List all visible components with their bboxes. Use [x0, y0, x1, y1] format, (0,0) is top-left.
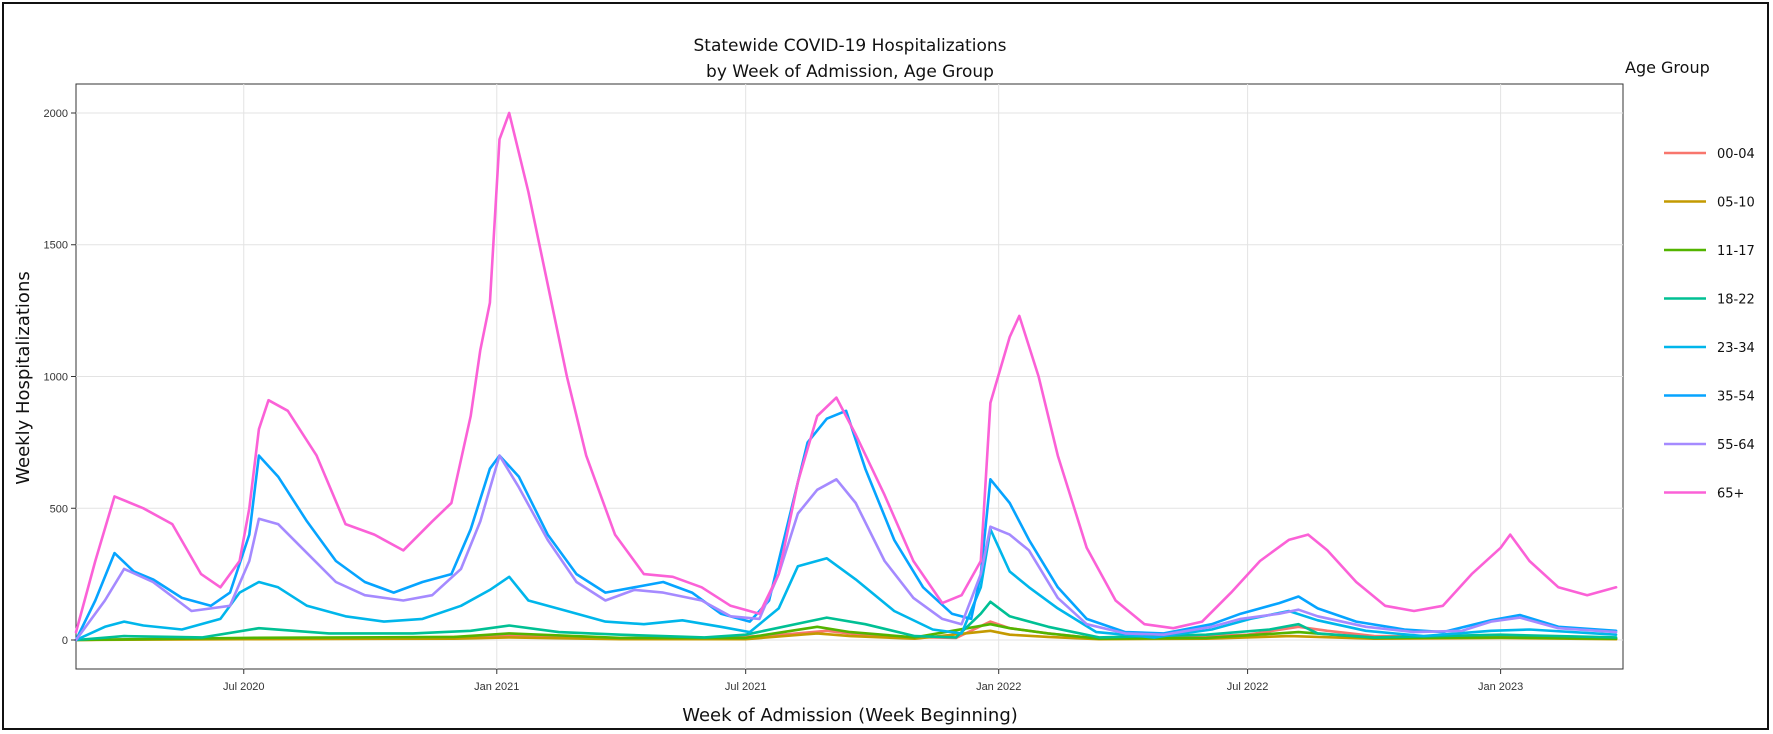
legend-label-55-64: 55-64	[1717, 438, 1755, 453]
legend-label-18-22: 18-22	[1717, 293, 1755, 308]
legend-label-65+: 65+	[1717, 487, 1744, 502]
x-tick-label: Jul 2020	[223, 681, 265, 693]
series-line-18-22	[74, 600, 1618, 642]
series-layer	[74, 111, 1618, 642]
y-axis-ticks: 0 500 1000 1500 2000	[44, 108, 76, 647]
x-tick-label: Jan 2023	[1478, 681, 1523, 693]
y-tick-label: 2000	[44, 108, 68, 120]
x-tick-label: Jul 2022	[1227, 681, 1269, 693]
y-tick-label: 0	[62, 635, 68, 647]
legend-title: Age Group	[1625, 58, 1710, 77]
legend-label-35-54: 35-54	[1717, 390, 1755, 405]
y-tick-label: 1000	[44, 372, 68, 384]
series-line-00-04	[74, 620, 1618, 642]
series-line-05-10	[74, 629, 1618, 642]
series-line-55-64	[74, 454, 1618, 642]
x-axis-ticks: Jul 2020 Jan 2021 Jul 2021 Jan 2022 Jul 2022…	[223, 669, 1523, 693]
grid	[76, 84, 1623, 669]
series-line-11-17	[74, 622, 1618, 642]
legend-label-05-10: 05-10	[1717, 196, 1755, 211]
chart-title: Statewide COVID-19 Hospitalizations	[694, 36, 1007, 56]
x-tick-label: Jul 2021	[725, 681, 767, 693]
y-axis-title: Weekly Hospitalizations	[13, 271, 34, 484]
x-tick-label: Jan 2021	[474, 681, 519, 693]
legend: 00-04 05-10 11-17 18-22 23-34 35-54 55-64 65+	[1664, 147, 1755, 502]
series-line-23-34	[74, 527, 1618, 642]
series-line-65+	[74, 111, 1618, 634]
chart-subtitle: by Week of Admission, Age Group	[706, 62, 994, 82]
legend-label-00-04: 00-04	[1717, 147, 1755, 162]
x-axis-title: Week of Admission (Week Beginning)	[682, 705, 1018, 726]
y-tick-label: 500	[50, 503, 68, 515]
series-line-35-54	[74, 409, 1618, 642]
y-tick-label: 1500	[44, 240, 68, 252]
legend-label-11-17: 11-17	[1717, 244, 1755, 259]
x-tick-label: Jan 2022	[976, 681, 1021, 693]
legend-label-23-34: 23-34	[1717, 341, 1755, 356]
